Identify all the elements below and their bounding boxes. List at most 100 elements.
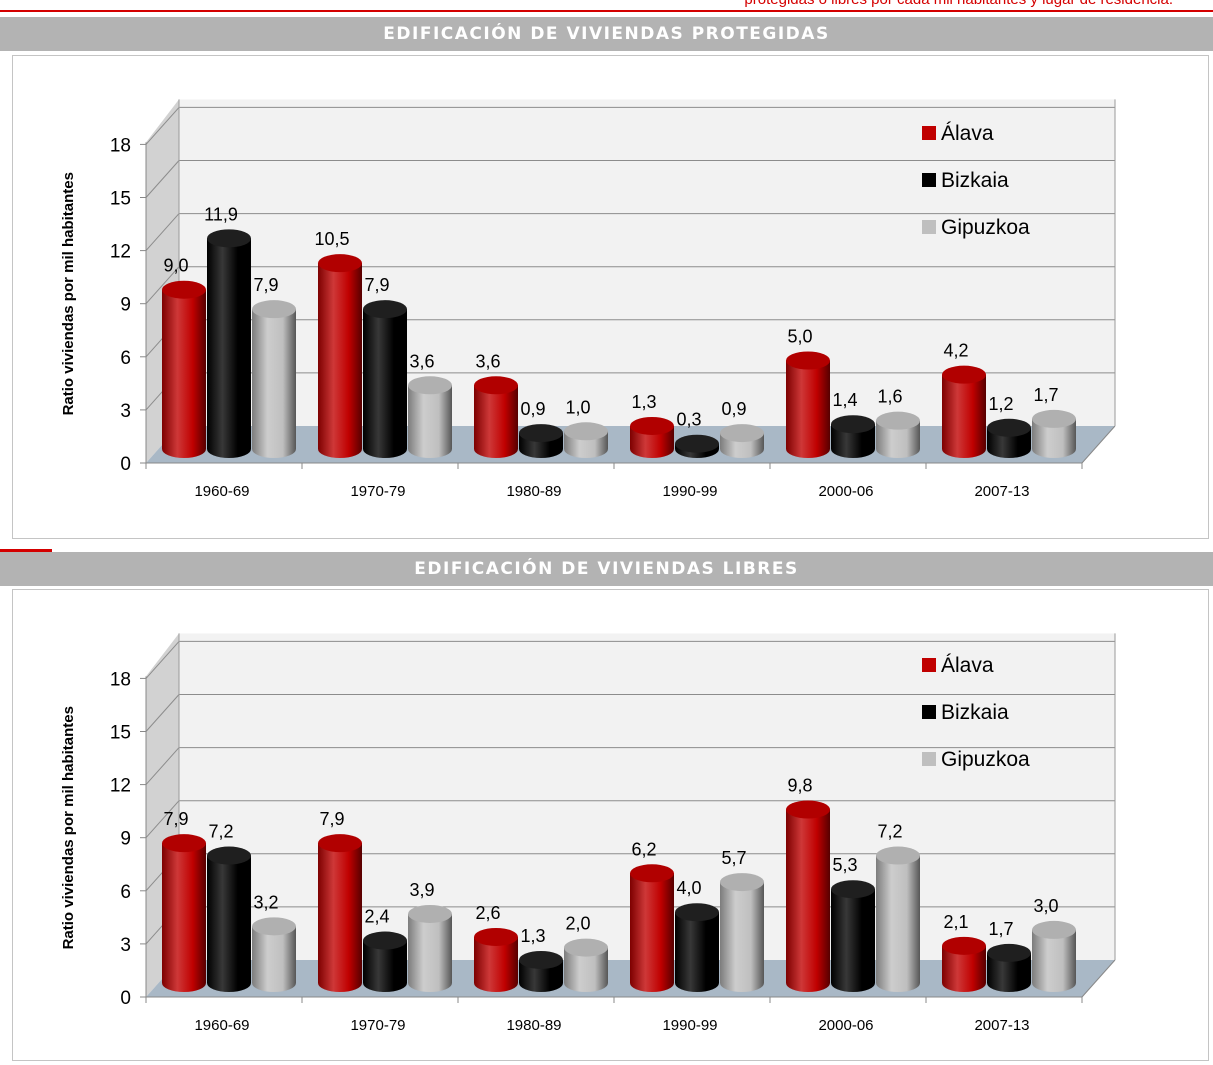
gridline-side: [145, 213, 180, 251]
gridline-side: [145, 266, 180, 305]
bar: [474, 376, 518, 458]
bar-body: [831, 424, 875, 458]
data-label: 1,3: [631, 392, 656, 412]
bar: [876, 846, 920, 992]
bar: [630, 864, 674, 992]
data-label: 1,7: [988, 919, 1013, 939]
y-tick-label: 12: [110, 242, 131, 263]
x-tick-label: 2007-13: [974, 483, 1029, 500]
bar-top: [363, 931, 407, 950]
x-tick-label: 2000-06: [818, 1017, 873, 1034]
data-label: 2,0: [565, 914, 590, 934]
top-rule: [0, 10, 1213, 12]
bar: [786, 351, 830, 458]
data-label: 3,0: [1033, 896, 1058, 916]
gridline-side: [145, 800, 180, 839]
data-label: 6,2: [631, 839, 656, 859]
data-label: 10,5: [314, 229, 349, 249]
bar-top: [363, 300, 407, 319]
y-axis-title: Ratio viviendas por mil habitantes: [60, 172, 77, 415]
bar-body: [1032, 929, 1076, 992]
bar-body: [318, 843, 362, 992]
bar-top: [831, 880, 875, 899]
bar-top: [318, 254, 362, 273]
bar-top: [1032, 409, 1076, 428]
bar-top: [675, 903, 719, 922]
data-label: 7,9: [163, 809, 188, 829]
bar-body: [876, 420, 920, 458]
y-axis-title: Ratio viviendas por mil habitantes: [60, 706, 77, 949]
bar-top: [630, 864, 674, 883]
bar-body: [207, 238, 251, 458]
bar-body: [786, 360, 830, 458]
bar-body: [942, 945, 986, 992]
bar-top: [474, 376, 518, 395]
bar-top: [720, 424, 764, 443]
y-tick-label: 18: [110, 669, 131, 690]
y-tick-label: 3: [120, 401, 131, 422]
x-tick-label: 1970-79: [350, 483, 405, 500]
data-label: 2,1: [943, 912, 968, 932]
bar-body: [363, 940, 407, 992]
bar: [564, 938, 608, 992]
data-label: 4,0: [676, 878, 701, 898]
bar-body: [630, 873, 674, 992]
data-label: 0,9: [721, 399, 746, 419]
data-label: 1,4: [832, 390, 857, 410]
bar-top: [408, 376, 452, 395]
data-label: 3,9: [409, 880, 434, 900]
data-label: 2,4: [364, 907, 389, 927]
bar-body: [831, 889, 875, 992]
bar: [564, 422, 608, 458]
legend-swatch: [922, 752, 936, 766]
bar-top: [987, 418, 1031, 437]
y-tick-label: 9: [120, 295, 131, 316]
legend-swatch: [922, 173, 936, 187]
bar: [987, 943, 1031, 992]
bar: [987, 418, 1031, 458]
top-caption: protegidas o libres por cada mil habitan…: [744, 0, 1173, 8]
x-tick-label: 1970-79: [350, 1017, 405, 1034]
section-header-libres: EDIFICACIÓN DE VIVIENDAS LIBRES: [0, 552, 1213, 586]
legend-swatch: [922, 705, 936, 719]
y-tick-label: 6: [120, 882, 131, 903]
floor-edge: [1081, 425, 1116, 464]
legend-label: Gipuzkoa: [941, 748, 1030, 771]
bar-body: [408, 385, 452, 458]
bar: [162, 834, 206, 992]
data-label: 7,9: [364, 275, 389, 295]
data-label: 3,6: [409, 351, 434, 371]
bar-top: [786, 800, 830, 819]
data-label: 1,3: [520, 926, 545, 946]
data-label: 1,2: [988, 394, 1013, 414]
bar-top: [675, 434, 719, 453]
chart-libres: 0 3 6 9 12 15 18 Ratio viviendas por mil habita…: [60, 633, 1116, 1034]
bar-top: [630, 416, 674, 435]
bar-body: [252, 926, 296, 992]
x-tick-label: 1980-89: [506, 483, 561, 500]
bar-top: [519, 950, 563, 969]
bar-top: [162, 834, 206, 853]
data-label: 1,0: [565, 397, 590, 417]
bar-body: [207, 855, 251, 992]
bar-body: [474, 936, 518, 992]
y-tick-label: 0: [120, 988, 131, 1009]
bar-top: [318, 834, 362, 853]
bar: [408, 376, 452, 458]
data-label: 2,6: [475, 903, 500, 923]
bar-body: [252, 309, 296, 458]
bar-top: [252, 917, 296, 936]
bar-body: [1032, 418, 1076, 458]
bar: [675, 434, 719, 458]
bar-body: [786, 809, 830, 992]
legend-label: Gipuzkoa: [941, 216, 1030, 239]
bar-top: [564, 938, 608, 957]
bar: [207, 846, 251, 992]
bar-body: [630, 425, 674, 458]
chart-panel-libres: 0 3 6 9 12 15 18 Ratio viviendas por mil habita…: [12, 589, 1209, 1061]
x-tick-label: 1960-69: [194, 483, 249, 500]
y-tick-label: 3: [120, 935, 131, 956]
bar-body: [675, 912, 719, 992]
data-label: 11,9: [204, 204, 238, 224]
gridline-side: [145, 747, 180, 785]
